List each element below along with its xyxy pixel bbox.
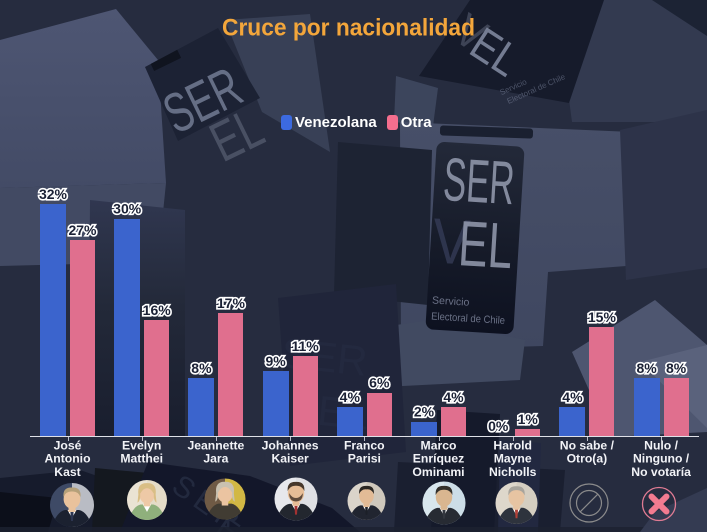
- svg-text:Jara: Jara: [203, 452, 228, 466]
- svg-text:11%: 11%: [291, 338, 319, 354]
- svg-text:Servicio: Servicio: [432, 295, 470, 309]
- svg-text:16%: 16%: [143, 302, 172, 318]
- svg-text:4%: 4%: [340, 389, 361, 405]
- svg-text:Franco: Franco: [344, 439, 385, 453]
- svg-text:Electoral de Chile: Electoral de Chile: [431, 310, 506, 327]
- svg-text:8%: 8%: [636, 360, 657, 376]
- svg-text:6%: 6%: [369, 375, 390, 391]
- svg-text:2%: 2%: [414, 404, 435, 420]
- svg-text:Ominami: Ominami: [412, 465, 464, 479]
- svg-text:4%: 4%: [443, 389, 464, 405]
- svg-text:Jeannette: Jeannette: [187, 439, 244, 453]
- svg-text:Ninguno /: Ninguno /: [633, 452, 690, 466]
- svg-text:SER: SER: [441, 145, 516, 217]
- svg-text:8%: 8%: [191, 360, 212, 376]
- svg-text:Otro(a): Otro(a): [567, 452, 608, 466]
- svg-text:No votaría: No votaría: [631, 465, 691, 479]
- svg-text:Evelyn: Evelyn: [122, 439, 161, 453]
- svg-text:Kast: Kast: [54, 465, 80, 479]
- svg-text:Nulo /: Nulo /: [644, 439, 678, 453]
- svg-text:17%: 17%: [217, 295, 246, 311]
- svg-text:Parisi: Parisi: [348, 452, 381, 466]
- svg-text:Enríquez: Enríquez: [413, 452, 464, 466]
- svg-text:Mayne: Mayne: [494, 452, 532, 466]
- svg-text:Marco: Marco: [421, 439, 457, 453]
- svg-text:Antonio: Antonio: [44, 452, 90, 466]
- svg-text:27%: 27%: [68, 222, 97, 238]
- svg-text:No sabe /: No sabe /: [560, 439, 615, 453]
- svg-text:1%: 1%: [518, 411, 539, 427]
- svg-text:Cruce por nacionalidad: Cruce por nacionalidad: [222, 15, 475, 42]
- svg-text:4%: 4%: [562, 389, 583, 405]
- svg-text:V: V: [431, 204, 473, 278]
- svg-text:EL: EL: [456, 207, 514, 282]
- svg-text:Harold: Harold: [493, 439, 532, 453]
- svg-text:9%: 9%: [265, 353, 286, 369]
- svg-text:8%: 8%: [666, 360, 687, 376]
- svg-text:Nicholls: Nicholls: [489, 465, 537, 479]
- svg-text:Kaiser: Kaiser: [271, 452, 309, 466]
- svg-text:32%: 32%: [39, 186, 68, 202]
- svg-text:José: José: [54, 439, 82, 453]
- svg-text:0%: 0%: [488, 418, 509, 434]
- svg-text:Matthei: Matthei: [120, 452, 163, 466]
- svg-text:Johannes: Johannes: [262, 439, 319, 453]
- svg-text:15%: 15%: [588, 309, 617, 325]
- svg-text:30%: 30%: [113, 201, 142, 217]
